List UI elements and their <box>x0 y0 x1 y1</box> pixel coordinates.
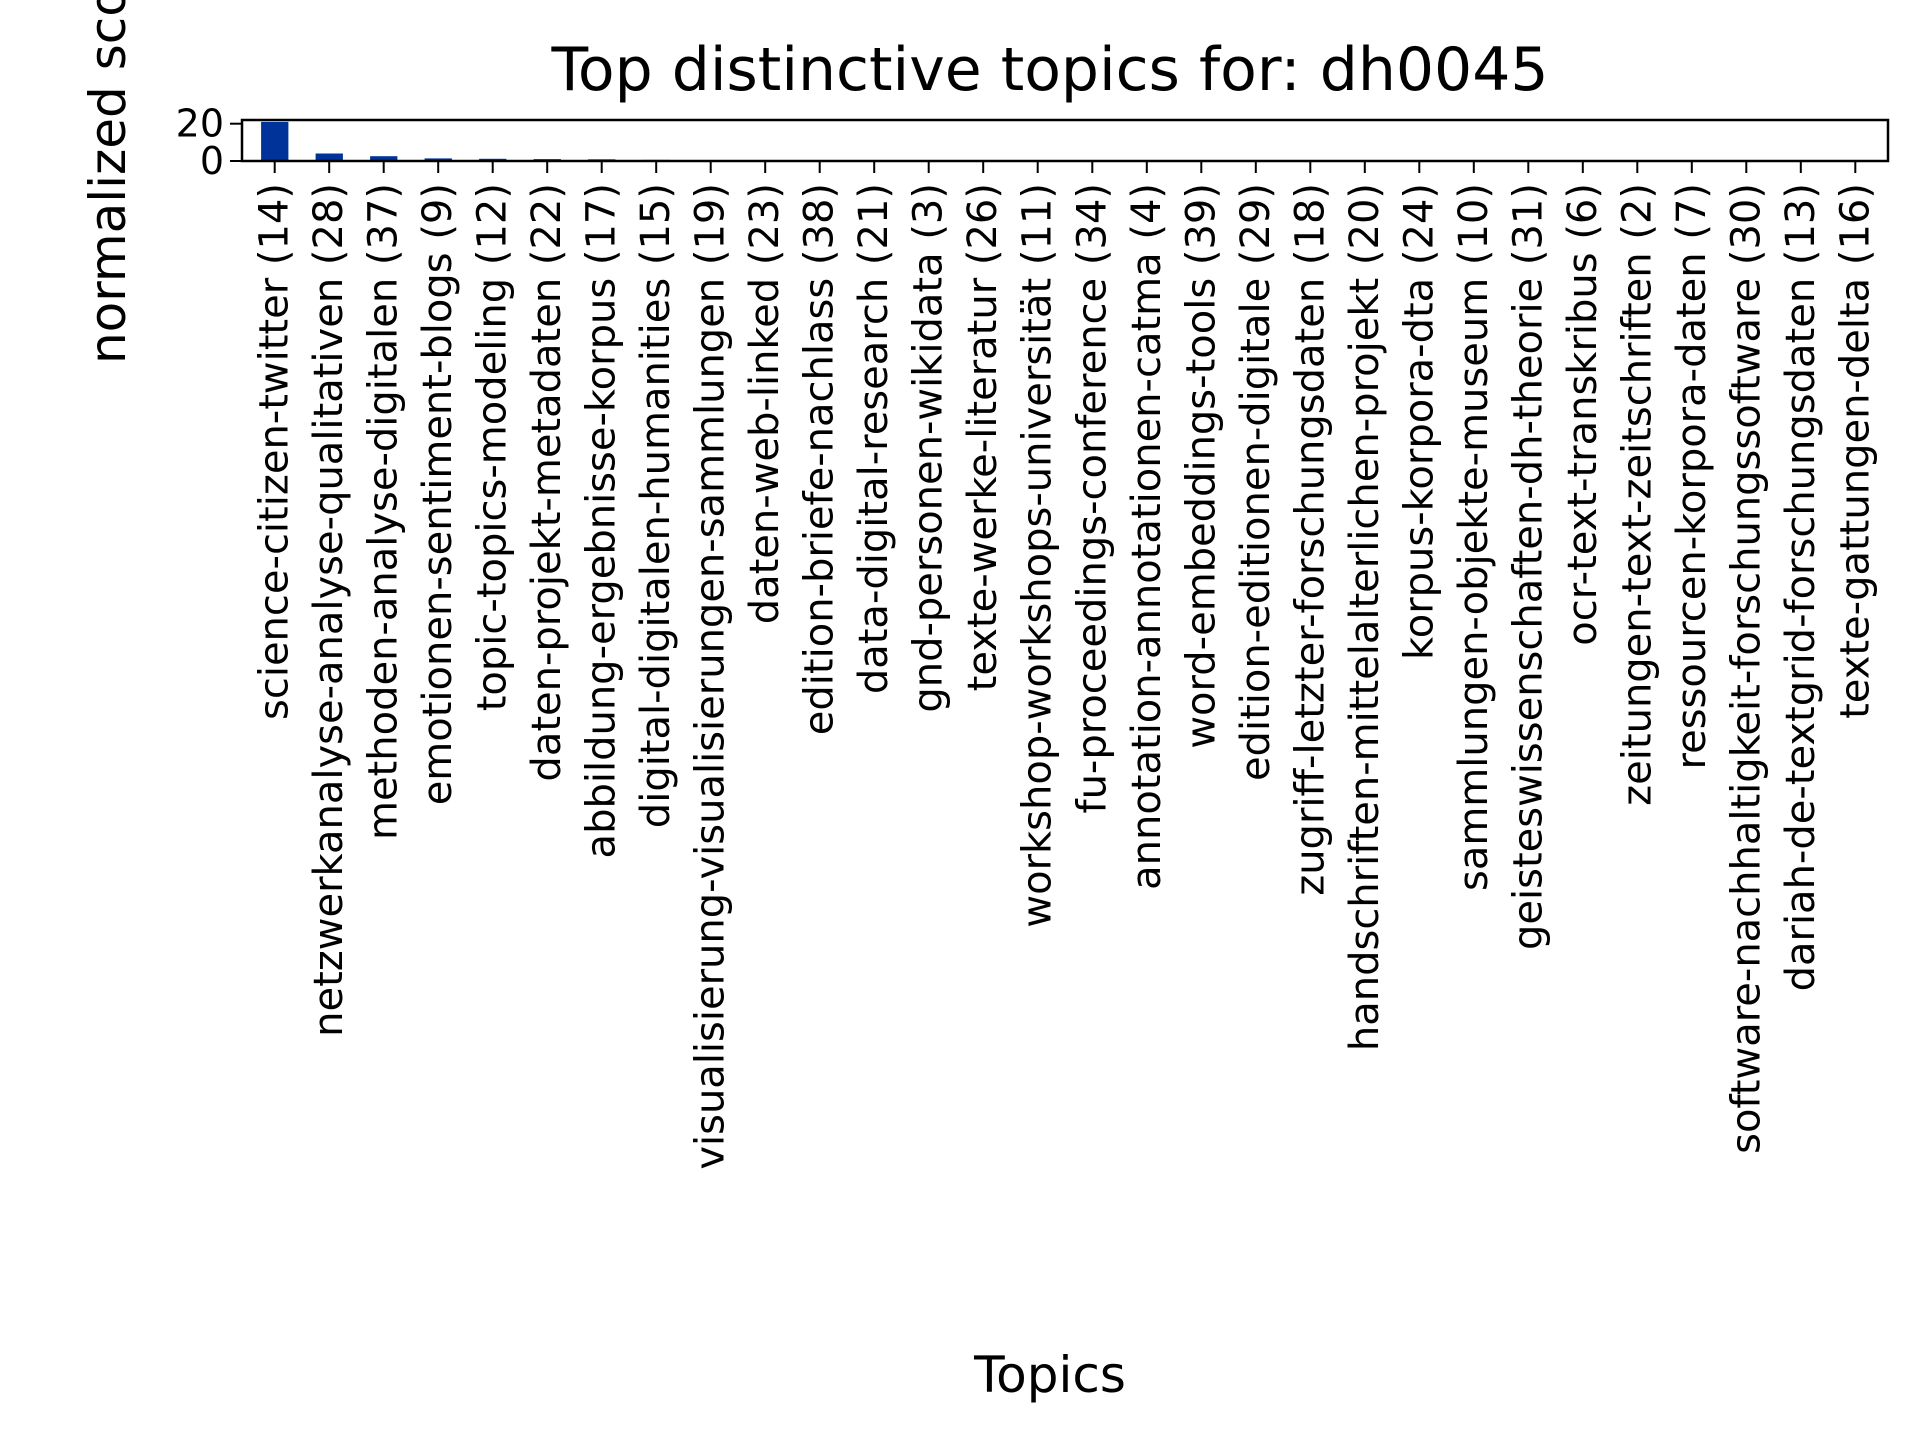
x-tick-label: geisteswissenschaften-dh-theorie (31) <box>1505 183 1551 950</box>
x-tick-label: edition-briefe-nachlass (38) <box>797 183 843 735</box>
y-tick-label: 20 <box>176 102 224 146</box>
x-tick-label: methoden-analyse-digitalen (37) <box>361 183 407 840</box>
x-tick-label: workshop-workshops-universität (11) <box>1015 183 1061 928</box>
x-tick-label: topic-topics-modeling (12) <box>470 183 516 711</box>
x-tick-label: abbildung-ergebnisse-korpus (17) <box>579 183 625 858</box>
plot-frame <box>240 118 1890 163</box>
chart-title: Top distinctive topics for: dh0045 <box>550 35 1548 105</box>
x-axis-label: Topics <box>973 1346 1126 1404</box>
x-tick-label: handschriften-mittelalterlichen-projekt … <box>1342 183 1388 1051</box>
y-axis-label: normalized score <box>79 0 137 364</box>
bar <box>261 121 289 161</box>
x-tick-label: fu-proceedings-conference (34) <box>1069 183 1115 814</box>
bar <box>424 158 452 161</box>
x-tick-label: ressourcen-korpora-daten (7) <box>1669 183 1715 769</box>
x-tick-label: digital-digitalen-humanities (15) <box>633 183 679 828</box>
bars-group <box>261 121 1869 161</box>
x-tick-label: daten-projekt-metadaten (22) <box>524 183 570 782</box>
x-tick-label: netzwerkanalyse-analyse-qualitativen (28… <box>306 183 352 1037</box>
x-tick-label: texte-werke-literatur (26) <box>960 183 1006 691</box>
x-tick-label: daten-web-linked (23) <box>742 183 788 624</box>
x-tick-label: sammlungen-objekte-museum (10) <box>1451 183 1497 891</box>
x-tick-label: emotionen-sentiment-blogs (9) <box>415 183 461 805</box>
x-tick-label: edition-editionen-digitale (29) <box>1233 183 1279 781</box>
x-tick-label: word-embeddings-tools (39) <box>1178 183 1224 749</box>
y-ticks-group: 020 <box>176 102 242 183</box>
x-tick-label: zugriff-letzter-forschungsdaten (18) <box>1287 183 1333 896</box>
x-tick-label: data-digital-research (21) <box>851 183 897 694</box>
x-tick-label: annotation-annotationen-catma (4) <box>1124 183 1170 890</box>
x-tick-label: dariah-de-textgrid-forschungsdaten (13) <box>1778 183 1824 991</box>
x-tick-label: ocr-text-transkribus (6) <box>1560 183 1606 646</box>
x-tick-label: texte-gattungen-delta (16) <box>1832 183 1878 719</box>
bar <box>315 153 343 161</box>
x-tick-label: visualisierung-visualisierungen-sammlung… <box>688 183 734 1170</box>
x-tick-label: korpus-korpora-dta (24) <box>1396 183 1442 660</box>
x-tick-label: gnd-personen-wikidata (3) <box>906 183 952 713</box>
x-tick-label: zeitungen-text-zeitschriften (2) <box>1614 183 1660 806</box>
y-tick-label: 0 <box>200 139 224 183</box>
x-tick-label: software-nachhaltigkeit-forschungssoftwa… <box>1723 183 1769 1154</box>
x-tick-label: science-citizen-twitter (14) <box>252 183 298 720</box>
bar <box>370 156 398 161</box>
x-ticks-group: science-citizen-twitter (14) netzwerkanal… <box>252 161 1878 1170</box>
